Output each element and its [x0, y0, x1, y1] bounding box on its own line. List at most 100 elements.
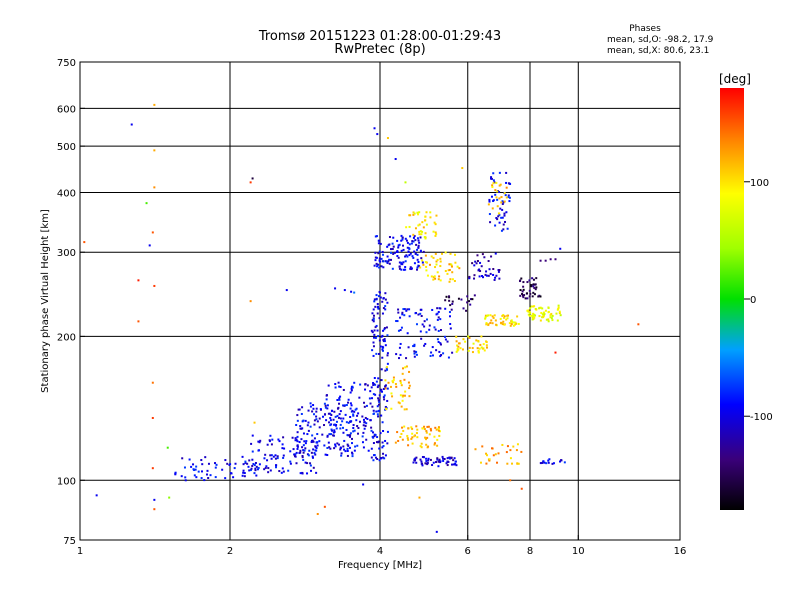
echo-point [433, 442, 436, 445]
chart-subtitle: RwPretec (8p) [334, 42, 425, 57]
echo-point [275, 466, 278, 469]
echo-point [417, 239, 420, 242]
x-tick-labels: 1 2 4 6 8 10 16 [77, 535, 686, 557]
echo-point [526, 292, 529, 295]
echo-point [368, 397, 371, 400]
echo-point [306, 472, 309, 475]
echo-point [249, 469, 252, 472]
echo-point [378, 447, 381, 450]
echo-point [285, 289, 288, 292]
echo-point [444, 270, 447, 273]
echo-point [551, 462, 554, 465]
echo-point [339, 448, 342, 451]
y-tick-label: 500 [57, 142, 76, 153]
echo-point [557, 304, 560, 307]
echo-point [374, 256, 377, 259]
echo-point [263, 468, 266, 471]
echo-point [323, 424, 326, 427]
echo-point [421, 323, 424, 326]
echo-point [304, 461, 307, 464]
echo-point [289, 460, 292, 463]
echo-point [503, 200, 506, 203]
echo-point [258, 463, 261, 466]
echo-point [520, 450, 523, 453]
echo-point [253, 421, 256, 424]
echo-point [204, 456, 207, 459]
echo-point [517, 462, 520, 465]
echo-point [387, 381, 390, 384]
echo-point [361, 441, 364, 444]
echo-point [407, 381, 410, 384]
echo-point [373, 127, 376, 130]
echo-point [510, 319, 513, 322]
echo-point [381, 446, 384, 449]
echo-point [526, 281, 529, 284]
echo-point [487, 314, 490, 317]
echo-point [423, 325, 426, 328]
echo-point [547, 311, 550, 314]
echo-point [335, 420, 338, 423]
echo-point [404, 181, 407, 184]
echo-point [425, 457, 428, 460]
echo-point [491, 207, 494, 210]
echo-point [454, 253, 457, 256]
echo-point [439, 355, 442, 358]
echo-point [457, 342, 460, 345]
echo-point [384, 408, 387, 411]
echo-point [396, 254, 399, 257]
echo-point [473, 264, 476, 267]
echo-point [377, 410, 380, 413]
echo-point [505, 186, 508, 189]
echo-point [253, 464, 256, 467]
echo-point [338, 398, 341, 401]
echo-point [459, 347, 462, 350]
echo-point [252, 463, 255, 466]
echo-point [391, 395, 394, 398]
grid-lines [80, 62, 680, 540]
echo-point [353, 291, 356, 294]
echo-point [541, 461, 544, 464]
echo-point [374, 433, 377, 436]
echo-point [390, 407, 393, 410]
echo-point [504, 220, 507, 223]
echo-point [490, 319, 493, 322]
echo-point [316, 420, 319, 423]
echo-point [464, 340, 467, 343]
echo-point [407, 346, 410, 349]
echo-point [404, 268, 407, 271]
echo-point [314, 449, 317, 452]
echo-point [451, 351, 454, 354]
echo-point [430, 275, 433, 278]
echo-point [497, 452, 500, 455]
echo-point [500, 216, 503, 219]
echo-point [296, 414, 299, 417]
echo-point [214, 476, 217, 479]
echo-point [363, 405, 366, 408]
echo-point [267, 467, 270, 470]
echo-point [356, 425, 359, 428]
echo-point [467, 335, 470, 338]
echo-point [394, 383, 397, 386]
echo-point [363, 421, 366, 424]
echo-point [506, 227, 509, 230]
echo-point [382, 396, 385, 399]
echo-point [349, 415, 352, 418]
echo-point [417, 213, 420, 216]
echo-point [371, 435, 374, 438]
echo-point [375, 298, 378, 301]
echo-point [207, 462, 210, 465]
echo-point [354, 445, 357, 448]
echo-point [405, 365, 408, 368]
echo-point [376, 303, 379, 306]
echo-point [370, 429, 373, 432]
echo-point [535, 286, 538, 289]
echo-point [418, 211, 421, 214]
echo-point [373, 264, 376, 267]
echo-point [441, 455, 444, 458]
echo-point [490, 195, 493, 198]
echo-point [386, 362, 389, 365]
echo-point [529, 307, 532, 310]
echo-point [330, 414, 333, 417]
echo-point [506, 314, 509, 317]
echo-point [482, 343, 485, 346]
